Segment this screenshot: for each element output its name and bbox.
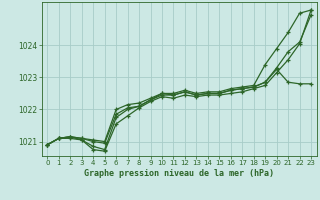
X-axis label: Graphe pression niveau de la mer (hPa): Graphe pression niveau de la mer (hPa) (84, 169, 274, 178)
